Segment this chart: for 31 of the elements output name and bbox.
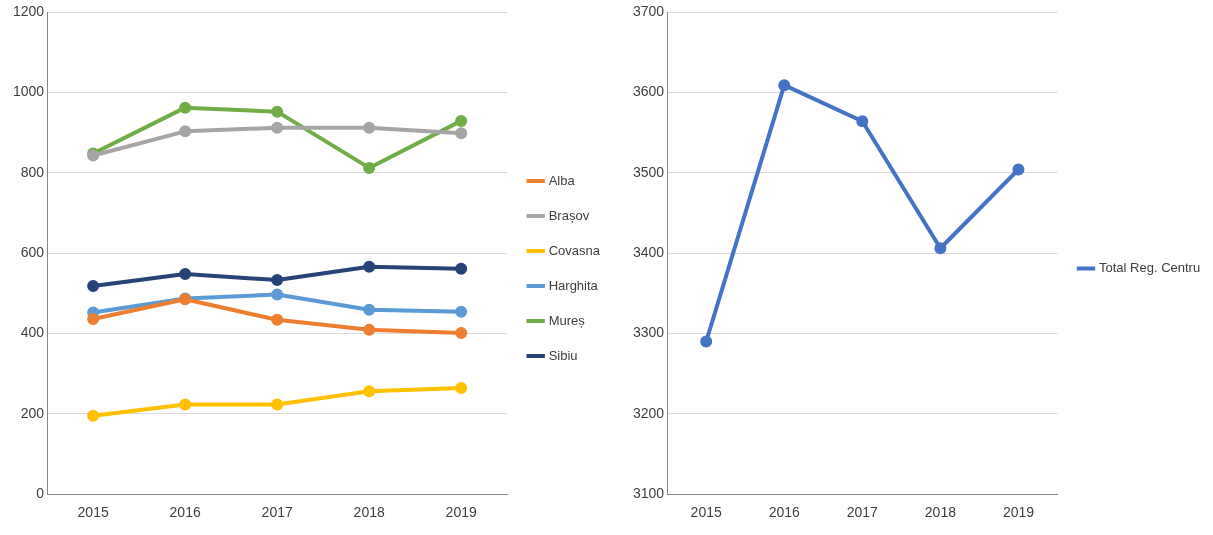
y-tick-label: 3700 (632, 2, 665, 19)
y-tick-label: 0 (36, 485, 45, 502)
x-tick-label: 2018 (924, 504, 957, 521)
legend-label: Mureș (548, 312, 586, 328)
y-tick-label: 800 (20, 163, 45, 180)
x-tick-label: 2019 (1002, 504, 1035, 521)
y-tick-label: 400 (20, 324, 45, 341)
y-tick-label: 600 (20, 243, 45, 260)
y-tick-label: 3500 (632, 163, 665, 180)
x-tick-label: 2018 (353, 504, 385, 521)
x-tick-label: 2016 (169, 504, 201, 521)
legend-label: Brașov (548, 207, 590, 223)
y-tick-label: 3100 (632, 485, 665, 502)
legend-label: Alba (548, 172, 576, 188)
legend-label: Total Reg. Centru (1099, 260, 1201, 276)
x-tick-label: 2016 (768, 504, 801, 521)
y-tick-label: 3300 (632, 324, 665, 341)
x-tick-label: 2019 (445, 504, 477, 521)
x-tick-label: 2017 (846, 504, 879, 521)
x-tick-label: 2017 (261, 504, 293, 521)
y-tick-label: 1200 (12, 2, 45, 19)
x-tick-label: 2015 (77, 504, 109, 521)
y-tick-label: 200 (20, 404, 45, 421)
legend-label: Harghita (548, 277, 599, 293)
y-tick-label: 3400 (632, 243, 665, 260)
legend-label: Covasna (548, 242, 601, 258)
y-tick-label: 3600 (632, 83, 665, 100)
y-tick-label: 3200 (632, 404, 665, 421)
y-tick-label: 1000 (12, 83, 45, 100)
legend-label: Sibiu (548, 347, 578, 363)
x-tick-label: 2015 (690, 504, 722, 521)
